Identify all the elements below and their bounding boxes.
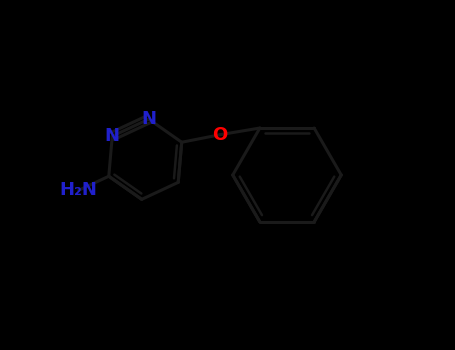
Text: N: N [105,127,120,145]
Text: H₂N: H₂N [60,181,97,199]
Text: N: N [141,110,156,128]
Text: O: O [212,126,228,144]
